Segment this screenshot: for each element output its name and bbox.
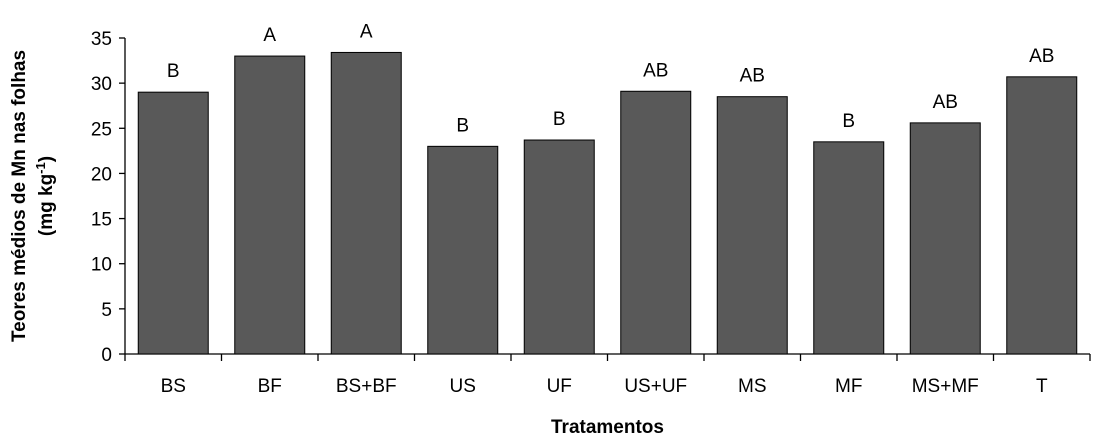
category-label: UF xyxy=(547,376,572,397)
significance-label: AB xyxy=(1029,46,1054,67)
bar-mf xyxy=(813,141,885,355)
y-tick-label: 10 xyxy=(91,255,112,276)
category-label: US+UF xyxy=(624,376,687,397)
significance-label: A xyxy=(263,25,276,46)
category-label: BS xyxy=(161,376,186,397)
significance-label: AB xyxy=(933,92,958,113)
y-tick-label: 15 xyxy=(91,210,112,231)
bars-group xyxy=(137,51,1078,355)
category-label: MF xyxy=(835,376,862,397)
significance-label: B xyxy=(553,109,566,130)
y-tick-label: 30 xyxy=(91,74,112,95)
significance-label: B xyxy=(842,111,855,132)
bar-ms xyxy=(716,96,788,355)
y-tick-label: 0 xyxy=(101,345,112,366)
y-tick-label: 35 xyxy=(91,29,112,50)
category-labels: BS BF BS+BF US UF US+UF MS MF MS+MF T xyxy=(161,376,1048,397)
y-axis-title-line-1: Teores médios de Mn nas folhas xyxy=(9,50,30,342)
y-tick-label: 20 xyxy=(91,164,112,185)
bar-t xyxy=(1006,76,1078,355)
significance-label: AB xyxy=(643,60,668,81)
bar-bs-plus-bf xyxy=(330,51,402,355)
bar-us-plus-uf xyxy=(620,90,692,355)
y-axis-title-unit-close: ) xyxy=(36,156,57,162)
significance-label: A xyxy=(360,21,373,42)
bar-ms-plus-mf xyxy=(909,122,981,355)
bar-us xyxy=(427,145,499,355)
x-axis-ticks xyxy=(124,354,1091,361)
category-label: MS+MF xyxy=(912,376,979,397)
x-axis-title: Tratamentos xyxy=(551,417,664,438)
significance-label: B xyxy=(456,115,469,136)
category-label: BS+BF xyxy=(336,376,397,397)
bar-uf xyxy=(523,139,595,355)
bar-bs xyxy=(137,91,209,355)
category-label: US xyxy=(450,376,476,397)
y-axis-title-unit: (mg kg xyxy=(36,174,57,236)
category-label: MS xyxy=(738,376,767,397)
y-tick-label: 25 xyxy=(91,119,112,140)
y-tick-label: 5 xyxy=(101,300,112,321)
bar-bf xyxy=(234,55,306,355)
category-label: T xyxy=(1036,376,1048,397)
y-axis-title: Teores médios de Mn nas folhas (mg kg-1) xyxy=(9,50,57,342)
category-label: BF xyxy=(258,376,282,397)
y-axis-ticks: 0 5 10 15 20 25 30 35 xyxy=(91,29,125,366)
significance-label: B xyxy=(167,61,180,82)
y-axis-title-unit-exponent: -1 xyxy=(33,162,48,174)
y-axis-title-line-2: (mg kg-1) xyxy=(33,156,57,236)
significance-label: AB xyxy=(740,66,765,87)
